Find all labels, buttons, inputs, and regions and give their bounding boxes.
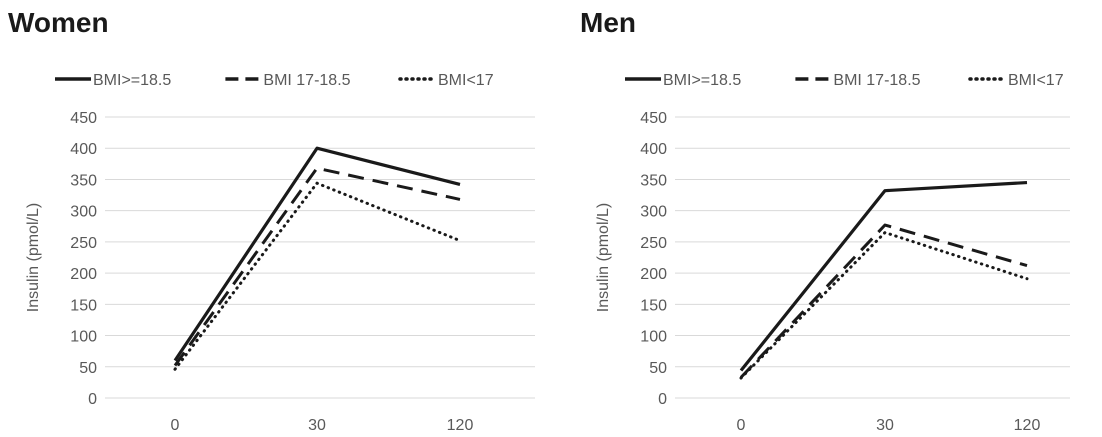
x-tick-label: 30	[876, 417, 894, 434]
legend-label-3: BMI<17	[438, 72, 494, 89]
y-axis-label: Insulin (pmol/L)	[25, 203, 42, 312]
y-tick-label: 350	[70, 172, 97, 189]
series-line-3	[173, 181, 462, 371]
y-tick-label: 450	[640, 110, 667, 127]
y-axis-label: Insulin (pmol/L)	[595, 203, 612, 312]
y-tick-label: 150	[70, 297, 97, 314]
x-tick-label: 120	[447, 417, 474, 434]
y-tick-label: 50	[79, 360, 97, 377]
y-tick-label: 400	[640, 141, 667, 158]
x-tick-label: 30	[308, 417, 326, 434]
legend-label-1: BMI>=18.5	[93, 72, 171, 89]
legend-label-2: BMI 17-18.5	[833, 72, 920, 89]
chart-panel-women: Women BMI>=18.5 BMI 17-18.5 BMI<17 0 50 100 150…	[8, 7, 535, 434]
y-tick-label: 50	[649, 360, 667, 377]
legend-label-3: BMI<17	[1008, 72, 1064, 89]
series-line-3	[739, 231, 1029, 380]
chart-panel-men: Men BMI>=18.5 BMI 17-18.5 BMI<17 0 50 100 150 20…	[580, 7, 1070, 434]
y-tick-label: 150	[640, 297, 667, 314]
y-tick-label: 350	[640, 172, 667, 189]
series-line-1	[739, 180, 1028, 372]
y-tick-label: 450	[70, 110, 97, 127]
series-line-2	[739, 223, 1028, 379]
x-tick-label: 120	[1014, 417, 1041, 434]
y-tick-label: 300	[70, 204, 97, 221]
y-tick-label: 100	[640, 329, 667, 346]
y-tick-label: 400	[70, 141, 97, 158]
y-tick-label: 250	[640, 235, 667, 252]
series-line-1	[173, 146, 461, 362]
legend-label-2: BMI 17-18.5	[263, 72, 350, 89]
legend: BMI>=18.5 BMI 17-18.5 BMI<17	[625, 72, 1064, 89]
y-tick-label: 200	[70, 266, 97, 283]
y-tick-label: 250	[70, 235, 97, 252]
legend-label-1: BMI>=18.5	[663, 72, 741, 89]
series-line-2	[173, 166, 461, 367]
y-tick-label: 300	[640, 204, 667, 221]
chart-title: Men	[580, 7, 636, 38]
chart-title: Women	[8, 7, 109, 38]
y-tick-label: 200	[640, 266, 667, 283]
x-tick-label: 0	[737, 417, 746, 434]
x-tick-label: 0	[171, 417, 180, 434]
y-tick-label: 100	[70, 329, 97, 346]
y-tick-label: 0	[88, 391, 97, 408]
legend: BMI>=18.5 BMI 17-18.5 BMI<17	[55, 72, 494, 89]
y-tick-label: 0	[658, 391, 667, 408]
